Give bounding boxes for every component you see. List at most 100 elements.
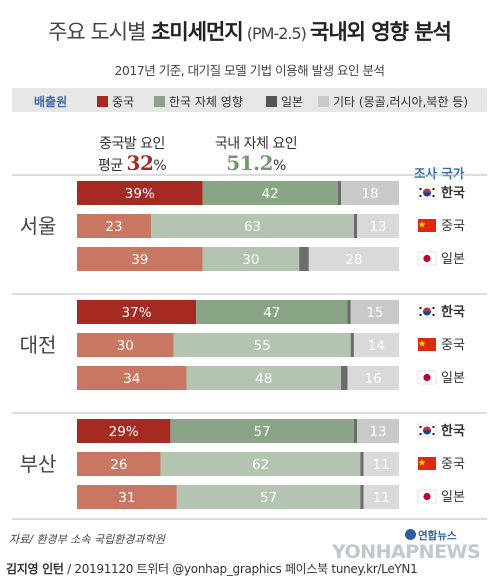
bar-label-1-0-other: 15	[366, 305, 383, 321]
legend-label-china: 중국	[112, 95, 135, 109]
title-part1: 주요 도시별	[48, 20, 152, 44]
bar-0-0-china	[77, 181, 203, 205]
domestic-average-value: 51.2	[226, 151, 273, 175]
yonhap-logo-mark-icon	[405, 529, 416, 540]
country-label-1-0: 한국	[441, 304, 465, 320]
flag-1-0-icon-trigram-1	[419, 307, 422, 309]
bar-2-1-other	[363, 452, 399, 476]
bar-label-2-1-china: 26	[110, 457, 127, 473]
bar-2-1-japan	[360, 452, 364, 476]
bar-label-1-1-other: 14	[368, 338, 385, 354]
flag-2-1-icon-star	[418, 459, 426, 466]
bar-1-0-china	[77, 300, 197, 324]
bar-0-0-korea	[202, 181, 338, 205]
country-label-2-1: 중국	[441, 457, 465, 472]
bar-label-0-2-other: 28	[345, 252, 362, 268]
bar-2-2-china	[77, 485, 177, 509]
flag-1-1-icon-star	[418, 340, 426, 347]
legend-label-other: 기타 (몽골,러시아,북한 등)	[333, 95, 469, 109]
country-label-1-2: 일본	[441, 371, 465, 386]
title-part3: (PM-2.5)	[242, 24, 310, 43]
title-part4: 국내외 영향 분석	[310, 20, 452, 44]
flag-1-2-icon-disc	[423, 373, 431, 382]
flag-0-0-icon-trigram-4	[432, 195, 435, 197]
bar-0-0-japan	[337, 181, 342, 205]
bar-0-1-china	[77, 214, 152, 238]
flag-2-2-icon-disc	[423, 492, 431, 501]
bar-label-1-1-china: 30	[117, 338, 134, 354]
flag-2-0-icon-bottom	[423, 430, 431, 435]
bar-0-2-other	[308, 247, 399, 271]
bar-label-2-1-korea: 62	[252, 457, 269, 473]
legend-label-korea: 한국 자체 영향	[169, 95, 243, 109]
bar-label-0-0-korea: 42	[262, 186, 279, 202]
china-average-prefix: 평균	[97, 158, 127, 174]
bar-1-0-japan	[347, 300, 351, 324]
bar-label-2-2-korea: 57	[260, 490, 277, 506]
bar-1-1-korea	[173, 333, 351, 357]
bar-0-2-korea	[202, 247, 300, 271]
country-label-1-1: 중국	[441, 338, 465, 353]
chart-title: 주요 도시별 초미세먼지 (PM-2.5) 국내외 영향 분석	[0, 16, 499, 46]
china-average-unit: %	[153, 158, 167, 174]
country-label-2-2: 일본	[441, 490, 465, 505]
country-label-0-0: 한국	[441, 185, 465, 201]
flag-2-0-icon-trigram-3	[419, 433, 422, 435]
bar-1-2-japan	[341, 366, 348, 390]
bar-label-0-1-china: 23	[105, 219, 122, 235]
legend-item-japan: 일본	[266, 93, 303, 110]
title-part2: 초미세먼지	[151, 20, 244, 44]
flag-0-0-icon-trigram-1	[419, 188, 422, 190]
bar-label-2-1-other: 11	[373, 457, 390, 473]
yonhap-logo-korean: 연합뉴스	[418, 530, 457, 542]
bar-0-2-china	[77, 247, 203, 271]
legend-item-other: 기타 (몽골,러시아,북한 등)	[318, 93, 468, 110]
bar-1-0-korea	[196, 300, 348, 324]
credit-author: 김지영 인턴	[6, 562, 64, 576]
bar-2-2-other	[363, 485, 399, 509]
bar-label-1-2-korea: 48	[255, 371, 272, 387]
country-label-2-0: 한국	[441, 423, 465, 439]
bar-2-0-china	[77, 419, 171, 443]
bar-0-2-japan	[299, 247, 309, 271]
city-label-0: 서울	[20, 214, 57, 238]
domestic-average-label: 국내 자체 요인	[214, 136, 298, 152]
domestic-average: 국내 자체 요인 51.2%	[204, 133, 308, 175]
bar-label-1-1-korea: 55	[254, 338, 271, 354]
chart-subtitle: 2017년 기준, 대기질 모델 기법 이용해 발생 요인 분석	[114, 63, 385, 78]
flag-2-0-icon-trigram-4	[432, 433, 435, 435]
bar-label-0-1-other: 13	[369, 219, 386, 235]
bar-1-0-other	[350, 300, 399, 324]
bar-2-0-japan	[353, 419, 358, 443]
bar-label-2-0-korea: 57	[254, 424, 271, 440]
flag-1-0-icon-trigram-4	[432, 314, 435, 316]
bar-1-1-china	[77, 333, 174, 357]
bar-1-2-other	[347, 366, 399, 390]
flag-0-2-icon-disc	[423, 254, 431, 263]
credit-text: / 20191120 트위터 @yonhap_graphics 페이스북 tun…	[63, 562, 418, 576]
flag-2-0-icon-trigram-1	[419, 426, 422, 428]
bar-label-1-0-china: 37%	[122, 305, 152, 321]
flag-0-0-icon-trigram-2	[432, 188, 435, 190]
bar-0-0-other	[341, 181, 399, 205]
flag-2-0-icon-trigram-2	[432, 426, 435, 428]
china-average-label: 중국발 요인	[99, 136, 165, 152]
bar-label-0-1-korea: 63	[244, 219, 261, 235]
bar-2-0-other	[357, 419, 399, 443]
source-note: 자료/ 환경부 소속 국립환경과학원	[9, 533, 165, 546]
flag-0-1-icon-star	[418, 221, 426, 228]
china-average: 중국발 요인 평균 32%	[82, 133, 182, 175]
yonhap-logo: 연합뉴스 YONHAPNEWS	[318, 528, 496, 566]
bar-label-1-2-other: 16	[365, 371, 382, 387]
legend-swatch-other	[318, 96, 329, 107]
flag-0-0-icon-trigram-3	[419, 195, 422, 197]
bar-1-1-japan	[350, 333, 354, 357]
flag-2-0-icon-top	[423, 426, 431, 431]
legend-item-korea: 한국 자체 영향	[154, 93, 243, 110]
bar-label-2-2-other: 11	[373, 490, 390, 506]
bar-1-2-china	[77, 366, 187, 390]
flag-1-0-icon-top	[423, 307, 431, 312]
bar-0-1-other	[357, 214, 399, 238]
bar-1-1-other	[353, 333, 399, 357]
